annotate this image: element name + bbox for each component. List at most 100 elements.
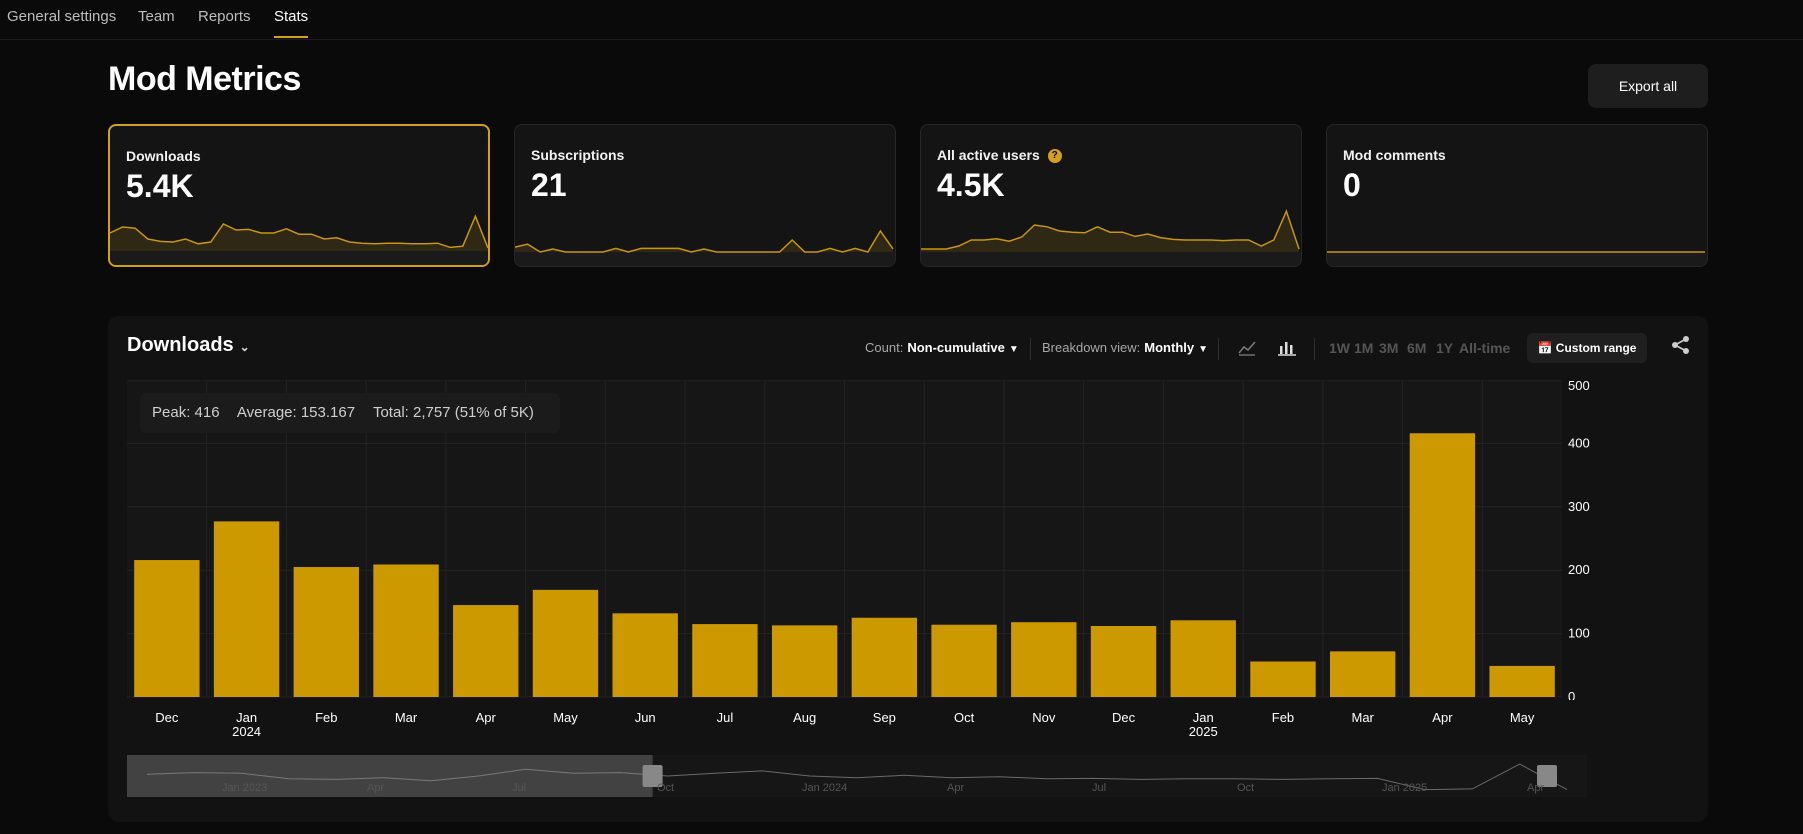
- bar-feb: [1250, 661, 1316, 697]
- metric-label-text: All active users: [937, 147, 1040, 163]
- breakdown-label: Breakdown view:: [1042, 340, 1141, 355]
- chevron-down-icon: ⌄: [239, 340, 250, 354]
- chevron-down-icon: ▼: [1008, 344, 1019, 355]
- sparkline-line: [515, 229, 894, 253]
- bar-oct: [931, 624, 997, 697]
- sparkline: [110, 214, 488, 265]
- bar-jan: [213, 521, 280, 697]
- x-tick-label: Apr: [476, 710, 497, 725]
- top-nav: General settings Team Reports Stats: [0, 0, 1803, 40]
- chart-summary: Peak: 416 Average: 153.167 Total: 2,757 …: [140, 393, 560, 433]
- sparkline: [1327, 251, 1707, 266]
- x-tick-label: Sep: [873, 710, 896, 725]
- x-tick-label: Dec: [1112, 710, 1136, 725]
- divider: [1218, 338, 1219, 360]
- line-chart-icon[interactable]: [1236, 336, 1258, 358]
- navigator-label: Jan 2024: [802, 782, 847, 794]
- x-year-label: 2025: [1189, 724, 1218, 739]
- y-tick-label: 0: [1568, 689, 1575, 700]
- divider: [1314, 338, 1315, 360]
- range-1y[interactable]: 1Y: [1436, 340, 1454, 356]
- help-icon[interactable]: ?: [1047, 149, 1062, 164]
- average-stat: Average: 153.167: [236, 404, 356, 421]
- navigator-label: Apr: [367, 782, 384, 794]
- metric-label: All active users?: [937, 147, 1062, 164]
- range-all-time[interactable]: All-time: [1459, 340, 1511, 356]
- x-tick-label: Mar: [1351, 710, 1374, 725]
- metric-label: Mod comments: [1343, 147, 1446, 163]
- tab-team[interactable]: Team: [138, 8, 175, 25]
- x-tick-label: Oct: [954, 710, 975, 725]
- x-tick-label: May: [553, 710, 578, 725]
- count-value: Non-cumulative: [907, 340, 1005, 355]
- tab-reports[interactable]: Reports: [198, 8, 251, 25]
- navigator-track: [127, 755, 1587, 797]
- x-tick-label: Apr: [1432, 710, 1453, 725]
- range-6m[interactable]: 6M: [1407, 340, 1427, 356]
- navigator-handle-right: [1537, 765, 1557, 787]
- metric-label: Downloads: [126, 148, 201, 164]
- x-tick-label: Jun: [635, 710, 656, 725]
- bar-may: [532, 589, 599, 697]
- tab-general-settings[interactable]: General settings: [7, 8, 117, 25]
- x-tick-label: Jul: [717, 710, 734, 725]
- range-1w[interactable]: 1W: [1329, 340, 1350, 356]
- x-tick-label: Jan: [236, 710, 257, 725]
- navigator-label: Jul: [512, 782, 526, 794]
- bar-apr: [1409, 433, 1476, 697]
- y-tick-label: 500: [1568, 380, 1590, 393]
- bar-dec: [134, 560, 200, 697]
- y-tick-label: 300: [1568, 499, 1590, 514]
- metric-card-subscriptions[interactable]: Subscriptions 21: [514, 124, 896, 267]
- metric-card-downloads[interactable]: Downloads 5.4K: [108, 124, 490, 267]
- x-tick-label: May: [1510, 710, 1535, 725]
- navigator-label: Jul: [1092, 782, 1106, 794]
- sparkline-base: [110, 251, 488, 265]
- bar-may: [1489, 665, 1555, 697]
- navigator-label: Apr: [1527, 782, 1544, 794]
- bar-chart-icon[interactable]: [1276, 336, 1298, 358]
- bar-mar: [373, 564, 439, 697]
- tab-stats[interactable]: Stats: [274, 8, 309, 38]
- page-title: Mod Metrics: [108, 60, 301, 98]
- bar-feb: [293, 567, 359, 697]
- metric-value: 5.4K: [126, 168, 194, 204]
- breakdown-dropdown[interactable]: Breakdown view: Monthly ▼: [1042, 340, 1208, 355]
- x-year-label: 2024: [232, 724, 261, 739]
- share-icon[interactable]: [1670, 334, 1692, 356]
- range-3m[interactable]: 3M: [1379, 340, 1399, 356]
- bar-jul: [692, 624, 758, 697]
- metric-value: 21: [531, 167, 567, 203]
- custom-range-button[interactable]: 📅 Custom range: [1527, 333, 1647, 363]
- chart-metric-selector[interactable]: Downloads ⌄: [127, 334, 250, 357]
- divider: [1030, 338, 1031, 360]
- total-stat: Total: 2,757 (51% of 5K): [372, 404, 534, 421]
- bar-nov: [1011, 622, 1077, 697]
- sparkline: [921, 209, 1301, 266]
- export-all-button[interactable]: Export all: [1588, 64, 1708, 108]
- x-tick-label: Nov: [1032, 710, 1056, 725]
- range-1m[interactable]: 1M: [1354, 340, 1374, 356]
- sparkline-area: [921, 211, 1299, 252]
- range-navigator[interactable]: Jan 2023 Apr Jul Oct Jan 2024 Apr Jul Oct Jan 20…: [127, 755, 1657, 797]
- bar-apr: [453, 605, 519, 697]
- navigator-trace: [146, 763, 1568, 791]
- custom-range-label: Custom range: [1555, 341, 1637, 355]
- y-tick-label: 400: [1568, 435, 1590, 450]
- navigator-label: Jan 2025: [1382, 782, 1427, 794]
- bar-sep: [851, 617, 918, 697]
- sparkline-line: [110, 214, 488, 249]
- metric-value: 4.5K: [937, 167, 1005, 203]
- navigator-handle-left: [642, 765, 663, 787]
- x-tick-label: Dec: [155, 710, 179, 725]
- count-dropdown[interactable]: Count: Non-cumulative ▼: [865, 340, 1019, 355]
- metric-card-active-users[interactable]: All active users? 4.5K: [920, 124, 1302, 267]
- bar-jan: [1170, 620, 1236, 697]
- metric-card-mod-comments[interactable]: Mod comments 0: [1326, 124, 1708, 267]
- y-tick-label: 100: [1568, 626, 1590, 641]
- metric-label: Subscriptions: [531, 147, 625, 163]
- sparkline-base: [515, 252, 895, 266]
- calendar-icon: 📅: [1537, 341, 1553, 355]
- x-tick-label: Feb: [1272, 710, 1294, 725]
